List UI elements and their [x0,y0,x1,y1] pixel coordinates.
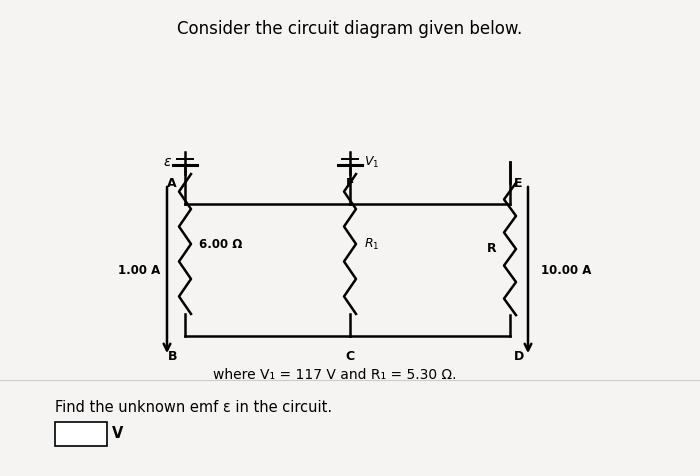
Text: C: C [345,350,355,363]
Text: D: D [514,350,524,363]
Text: 10.00 A: 10.00 A [541,264,592,277]
Text: $V_1$: $V_1$ [364,154,379,169]
Text: Find the unknown emf ε in the circuit.: Find the unknown emf ε in the circuit. [55,400,332,415]
Text: V: V [112,426,123,442]
Text: $R_1$: $R_1$ [364,237,379,251]
Text: where V₁ = 117 V and R₁ = 5.30 Ω.: where V₁ = 117 V and R₁ = 5.30 Ω. [214,368,456,382]
FancyBboxPatch shape [55,422,107,446]
Text: F: F [346,177,354,190]
Text: A: A [167,177,177,190]
Text: Consider the circuit diagram given below.: Consider the circuit diagram given below… [177,20,523,38]
Text: 6.00 Ω: 6.00 Ω [199,238,242,250]
Text: E: E [514,177,522,190]
Text: R: R [486,242,496,256]
Text: 1.00 A: 1.00 A [118,264,160,277]
Text: B: B [167,350,177,363]
Text: ε: ε [164,155,171,169]
